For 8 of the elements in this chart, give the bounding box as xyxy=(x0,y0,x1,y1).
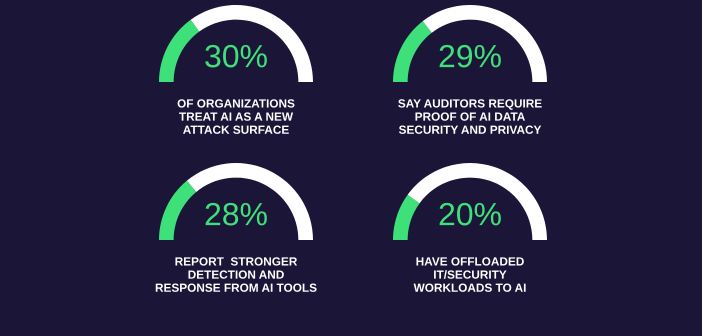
text: REPORT STRONGER DETECTION AND RESPONSE FROM AI TOOLS xyxy=(156,257,317,292)
text: 28% xyxy=(206,202,267,226)
text: 30% xyxy=(205,44,267,68)
text: OF ORGANIZATIONS TREAT AI AS A NEW ATTACK SURFACE xyxy=(178,99,294,134)
text: 29% xyxy=(440,44,501,68)
text: SAY AUDITORS REQUIRE PROOF OF AI DATA SECURITY AND PRIVACY xyxy=(398,99,542,134)
text: HAVE OFFLOADED IT/SECURITY WORKLOADS TO AI xyxy=(414,257,526,292)
text: 20% xyxy=(440,202,501,226)
